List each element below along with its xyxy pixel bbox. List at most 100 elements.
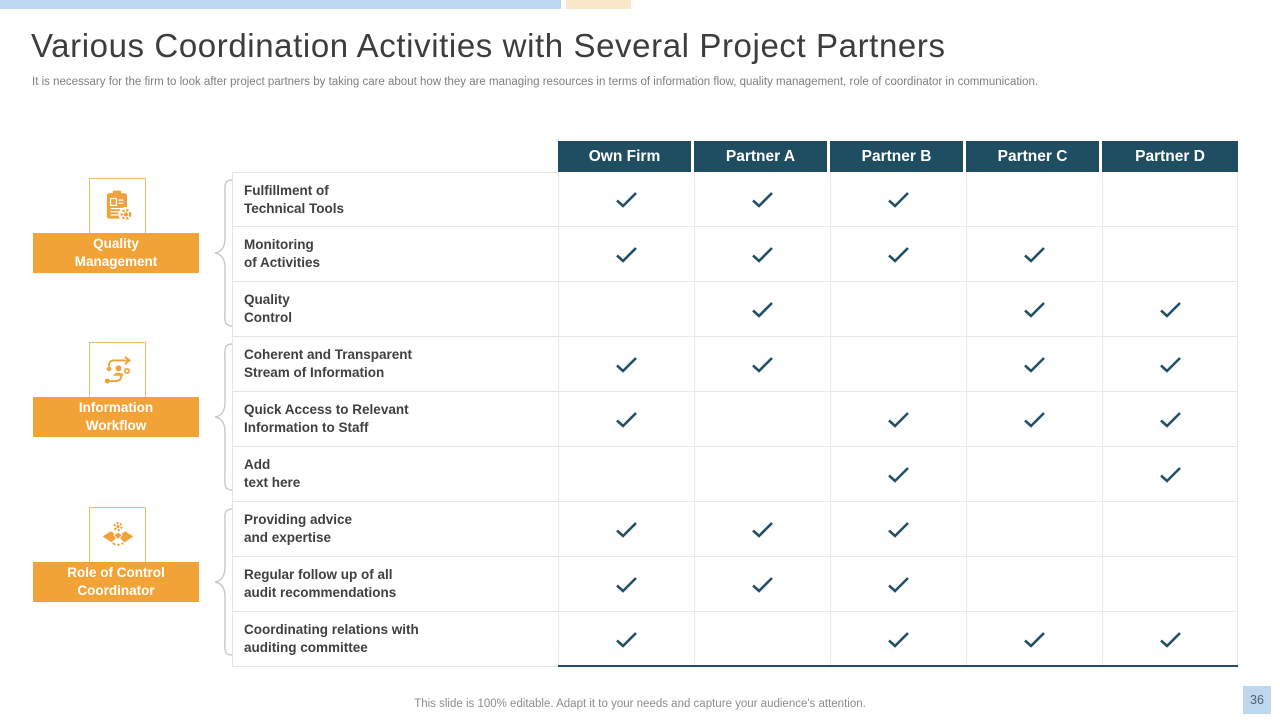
table-row: Add text here [232, 447, 1238, 502]
check-cell [966, 282, 1102, 337]
check-cell [694, 392, 830, 447]
table-row: Quick Access to Relevant Information to … [232, 392, 1238, 447]
checkmark-icon [616, 356, 637, 373]
check-cell [558, 227, 694, 282]
table-body: Fulfillment of Technical Tools Monitoring… [232, 172, 1238, 667]
check-cell [966, 557, 1102, 612]
table-row: Quality Control [232, 282, 1238, 337]
clipboard-audit-icon [106, 190, 133, 222]
check-cell [966, 172, 1102, 227]
check-cell [558, 337, 694, 392]
group-brace-quality-management [214, 179, 233, 327]
check-cell [1102, 557, 1238, 612]
checkmark-icon [1159, 411, 1181, 428]
check-cell [830, 337, 966, 392]
group-brace-information-workflow [214, 343, 233, 491]
checkmark-icon [1159, 466, 1181, 483]
row-label: Regular follow up of all audit recommend… [232, 557, 558, 612]
table-row: Monitoring of Activities [232, 227, 1238, 282]
check-cell [558, 557, 694, 612]
table-row: Regular follow up of all audit recommend… [232, 557, 1238, 612]
check-cell [1102, 227, 1238, 282]
table-row: Fulfillment of Technical Tools [232, 172, 1238, 227]
check-cell [694, 172, 830, 227]
checkmark-icon [752, 246, 773, 263]
top-accent-bar-orange [566, 0, 631, 9]
column-header-partner-c: Partner C [966, 141, 1099, 172]
check-cell [830, 282, 966, 337]
check-cell [1102, 172, 1238, 227]
quality-management-icon-box [89, 178, 146, 235]
check-cell [830, 227, 966, 282]
checkmark-icon [888, 246, 909, 263]
checkmark-icon [616, 191, 637, 208]
check-cell [1102, 502, 1238, 557]
page-number-badge: 36 [1243, 686, 1271, 714]
role-of-control-coordinator-icon-box [89, 507, 146, 564]
category-label-information-workflow[interactable]: Information Workflow [33, 397, 199, 437]
page-title: Various Coordination Activities with Sev… [31, 27, 946, 64]
check-cell [1102, 447, 1238, 502]
checkmark-icon [1024, 411, 1045, 428]
check-cell [558, 172, 694, 227]
checkmark-icon [752, 521, 773, 538]
check-cell [966, 392, 1102, 447]
check-cell [966, 612, 1102, 667]
check-cell [830, 172, 966, 227]
category-label-role-of-control-coordinator[interactable]: Role of Control Coordinator [33, 562, 199, 602]
check-cell [694, 337, 830, 392]
check-cell [1102, 392, 1238, 447]
row-label: Add text here [232, 447, 558, 502]
check-cell [694, 282, 830, 337]
check-cell [694, 447, 830, 502]
checkmark-icon [888, 191, 909, 208]
check-cell [830, 447, 966, 502]
check-cell [966, 447, 1102, 502]
check-cell [694, 612, 830, 667]
checkmark-icon [1024, 356, 1045, 373]
checkmark-icon [1159, 356, 1181, 373]
table-bottom-border [558, 665, 1238, 667]
column-header-own-firm: Own Firm [558, 141, 691, 172]
column-header-partner-a: Partner A [694, 141, 827, 172]
footer-note: This slide is 100% editable. Adapt it to… [414, 698, 866, 710]
check-cell [558, 282, 694, 337]
information-workflow-icon-box [89, 342, 146, 399]
checkmark-icon [1159, 301, 1181, 318]
table-row: Coordinating relations with auditing com… [232, 612, 1238, 667]
checkmark-icon [1159, 631, 1181, 648]
check-cell [694, 502, 830, 557]
checkmark-icon [616, 521, 637, 538]
row-label: Quality Control [232, 282, 558, 337]
check-cell [558, 612, 694, 667]
checkmark-icon [616, 411, 637, 428]
table-row: Providing advice and expertise [232, 502, 1238, 557]
checkmark-icon [888, 521, 909, 538]
table-row: Coherent and Transparent Stream of Infor… [232, 337, 1238, 392]
checkmark-icon [888, 466, 909, 483]
table-header: Own Firm Partner A Partner B Partner C P… [558, 141, 1238, 172]
checkmark-icon [888, 631, 909, 648]
row-label: Quick Access to Relevant Information to … [232, 392, 558, 447]
check-cell [558, 502, 694, 557]
checkmark-icon [752, 191, 773, 208]
row-label: Coordinating relations with auditing com… [232, 612, 558, 667]
row-label: Coherent and Transparent Stream of Infor… [232, 337, 558, 392]
check-cell [830, 557, 966, 612]
checkmark-icon [616, 576, 637, 593]
check-cell [558, 447, 694, 502]
checkmark-icon [616, 246, 637, 263]
check-cell [558, 392, 694, 447]
checkmark-icon [616, 631, 637, 648]
check-cell [1102, 282, 1238, 337]
column-header-partner-b: Partner B [830, 141, 963, 172]
check-cell [1102, 612, 1238, 667]
check-cell [830, 392, 966, 447]
row-label: Monitoring of Activities [232, 227, 558, 282]
checkmark-icon [1024, 246, 1045, 263]
group-brace-role-of-control-coordinator [214, 508, 233, 656]
checkmark-icon [752, 301, 773, 318]
checkmark-icon [888, 411, 909, 428]
check-cell [1102, 337, 1238, 392]
category-label-quality-management[interactable]: Quality Management [33, 233, 199, 273]
